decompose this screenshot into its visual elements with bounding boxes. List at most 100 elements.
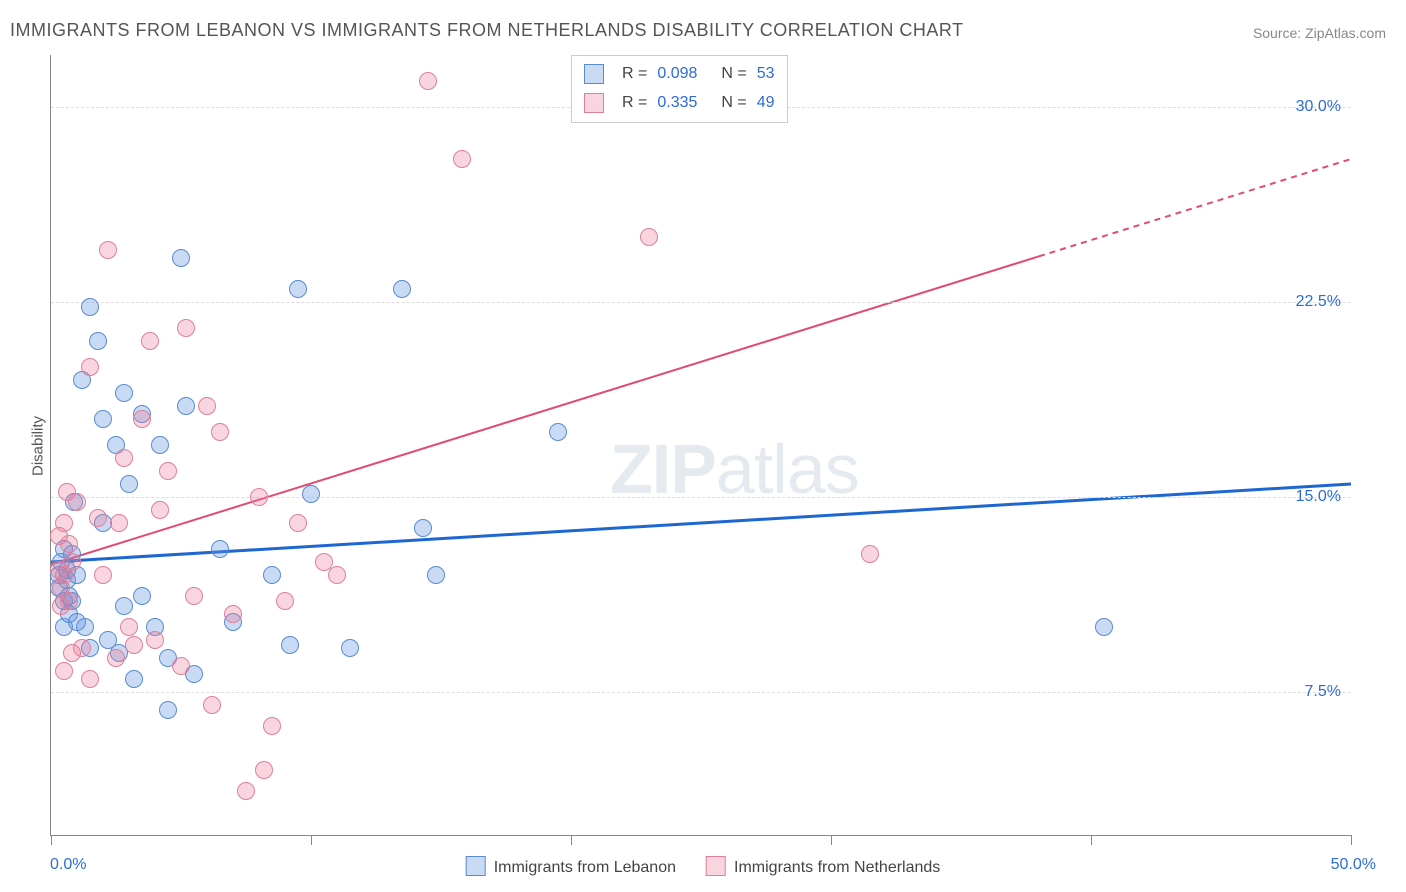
scatter-point-lebanon [151,436,169,454]
x-tick-mark [1351,835,1352,845]
scatter-point-netherlands [328,566,346,584]
scatter-point-netherlands [60,535,78,553]
y-tick-label: 15.0% [1296,488,1341,506]
gridline-horizontal [51,497,1351,498]
scatter-point-netherlands [211,423,229,441]
scatter-point-netherlands [255,761,273,779]
scatter-point-lebanon [1095,618,1113,636]
legend-swatch [584,93,604,113]
scatter-point-lebanon [549,423,567,441]
correlation-legend-row: R = 0.098 N = 53 [584,60,775,89]
scatter-point-lebanon [281,636,299,654]
x-tick-mark [311,835,312,845]
correlation-legend-row: R =0.335N =49 [584,89,775,118]
scatter-point-netherlands [94,566,112,584]
scatter-point-netherlands [81,670,99,688]
gridline-horizontal [51,302,1351,303]
scatter-point-netherlands [125,636,143,654]
n-label: N = [721,89,746,118]
scatter-point-lebanon [81,298,99,316]
r-value: 0.098 [657,60,697,89]
x-tick-mark [831,835,832,845]
x-tick-mark [1091,835,1092,845]
legend-swatch [466,856,486,876]
n-value: 53 [757,60,775,89]
r-label: R = [622,89,647,118]
scatter-point-netherlands [198,397,216,415]
legend-swatch [706,856,726,876]
scatter-point-netherlands [73,639,91,657]
x-axis-min: 0.0% [50,856,86,874]
scatter-point-netherlands [159,462,177,480]
n-label: N = [721,60,746,89]
scatter-point-lebanon [89,332,107,350]
legend-label: Immigrants from Netherlands [734,859,940,876]
y-tick-label: 22.5% [1296,293,1341,311]
scatter-point-lebanon [172,249,190,267]
trend-line-extrapolated [1039,159,1351,256]
y-tick-label: 30.0% [1296,98,1341,116]
chart-title: IMMIGRANTS FROM LEBANON VS IMMIGRANTS FR… [10,20,964,41]
scatter-point-netherlands [861,545,879,563]
scatter-point-netherlands [185,587,203,605]
scatter-point-netherlands [89,509,107,527]
scatter-point-lebanon [120,475,138,493]
legend-label: Immigrants from Lebanon [494,859,676,876]
y-axis-label: Disability [30,416,47,476]
scatter-point-lebanon [159,701,177,719]
scatter-point-lebanon [263,566,281,584]
scatter-point-lebanon [76,618,94,636]
x-axis-max: 50.0% [1331,856,1376,874]
scatter-point-netherlands [276,592,294,610]
scatter-point-netherlands [99,241,117,259]
scatter-point-netherlands [120,618,138,636]
scatter-point-netherlands [263,717,281,735]
legend-item: Immigrants from Lebanon [466,856,676,877]
scatter-point-netherlands [107,649,125,667]
series-legend: Immigrants from Lebanon Immigrants from N… [466,856,941,877]
scatter-point-netherlands [172,657,190,675]
scatter-point-netherlands [115,449,133,467]
scatter-point-lebanon [414,519,432,537]
scatter-point-lebanon [427,566,445,584]
scatter-point-netherlands [419,72,437,90]
scatter-point-netherlands [237,782,255,800]
scatter-point-netherlands [453,150,471,168]
r-label: R = [622,60,647,89]
trend-lines [51,55,1351,835]
chart-container: IMMIGRANTS FROM LEBANON VS IMMIGRANTS FR… [0,0,1406,892]
scatter-point-lebanon [341,639,359,657]
scatter-point-netherlands [110,514,128,532]
scatter-point-netherlands [63,553,81,571]
scatter-point-lebanon [133,587,151,605]
n-value: 49 [757,89,775,118]
scatter-point-netherlands [60,592,78,610]
scatter-point-netherlands [640,228,658,246]
scatter-point-lebanon [302,485,320,503]
legend-item: Immigrants from Netherlands [706,856,940,877]
scatter-point-netherlands [177,319,195,337]
x-tick-mark [571,835,572,845]
source-label: Source: ZipAtlas.com [1253,25,1386,41]
scatter-point-netherlands [133,410,151,428]
scatter-point-lebanon [393,280,411,298]
y-tick-label: 7.5% [1305,683,1341,701]
scatter-point-netherlands [146,631,164,649]
scatter-point-lebanon [115,597,133,615]
scatter-point-netherlands [55,662,73,680]
scatter-point-netherlands [289,514,307,532]
scatter-point-lebanon [177,397,195,415]
plot-area: ZIPatlas R =0.098N =53R =0.335N =49 7.5%… [50,55,1351,836]
correlation-legend: R =0.098N =53R =0.335N =49 [571,55,788,123]
scatter-point-netherlands [68,493,86,511]
scatter-point-netherlands [250,488,268,506]
scatter-point-lebanon [115,384,133,402]
trend-line [51,484,1351,562]
legend-swatch [584,64,604,84]
scatter-point-lebanon [94,410,112,428]
x-tick-mark [51,835,52,845]
scatter-point-lebanon [125,670,143,688]
scatter-point-netherlands [141,332,159,350]
scatter-point-netherlands [151,501,169,519]
scatter-point-lebanon [211,540,229,558]
